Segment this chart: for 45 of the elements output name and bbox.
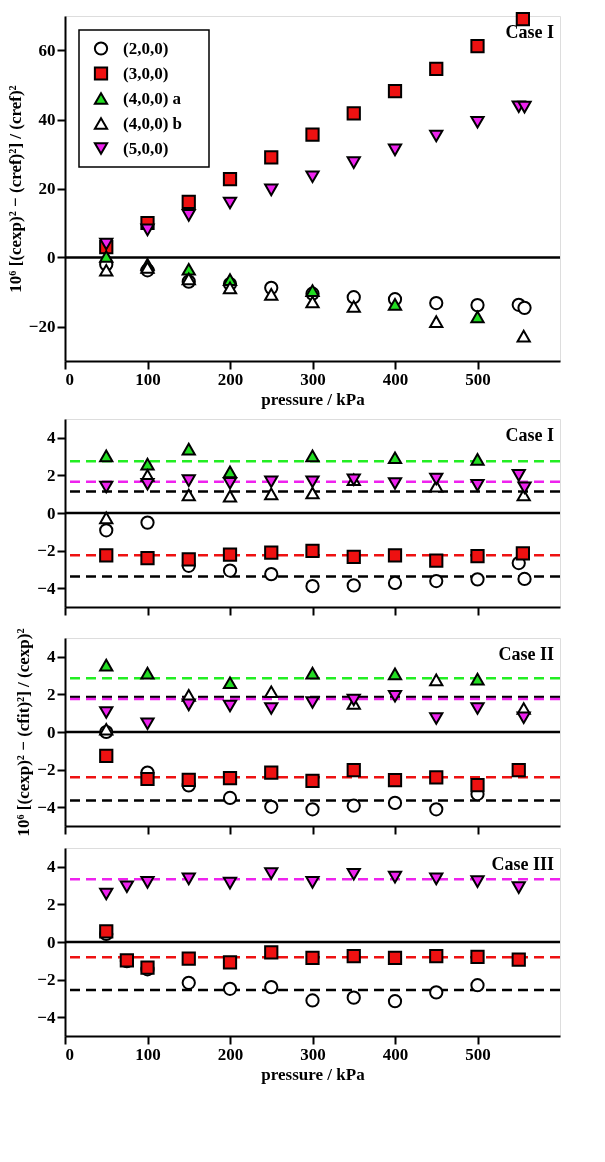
x-tick-label: 0 [65,1044,74,1064]
x-axis-title: pressure / kPa [261,389,366,409]
x-tick-label: 400 [382,369,409,389]
y-axis-title: 10⁶ [(cexp)² − (cref)²] / (cref)² [5,85,25,293]
y-tick-label: 0 [47,248,56,267]
y-tick-label: 0 [47,722,56,742]
legend-label: (5,0,0) [123,138,169,158]
y-tick-label: −4 [37,578,56,598]
legend-label: (4,0,0) b [123,113,183,133]
x-tick-label: 100 [135,369,161,389]
legend-label: (2,0,0) [123,38,169,58]
x-tick-label: 400 [382,1044,409,1064]
y-tick-label: 60 [38,41,56,60]
annotation: Case I [505,425,554,445]
y-tick-label: 4 [47,428,56,448]
x-axis-title: pressure / kPa [261,1064,366,1084]
annotation: Case II [498,644,554,664]
annotation: Case III [491,854,554,874]
x-tick-label: 200 [217,1044,244,1064]
y-tick-label: 4 [47,857,56,877]
y-tick-label: −4 [37,1007,56,1027]
y-tick-label: 0 [47,932,56,952]
y-tick-label: −2 [37,760,56,780]
x-tick-label: 0 [65,369,74,389]
y-tick-label: −20 [28,317,56,336]
legend-label: (4,0,0) a [123,88,182,108]
y-tick-label: −2 [37,541,56,561]
y-tick-label: 4 [47,647,56,667]
y-tick-label: −4 [37,797,56,817]
x-tick-label: 500 [465,1044,491,1064]
x-tick-label: 300 [300,369,326,389]
x-tick-label: 100 [135,1044,161,1064]
y-tick-label: 2 [47,684,56,704]
x-tick-label: 300 [300,1044,326,1064]
y-tick-label: −2 [37,970,56,990]
y-tick-label: 0 [47,503,56,523]
y-tick-label: 20 [38,179,56,198]
y-tick-label: 2 [47,894,56,914]
y-tick-label: 40 [38,110,56,129]
y-tick-label: 2 [47,465,56,485]
x-tick-label: 200 [217,369,244,389]
x-tick-label: 500 [465,369,491,389]
legend-label: (3,0,0) [123,63,169,83]
y-axis-title: 10⁶ [(cexp)² − (cfit)²] / (cexp)² [14,628,34,837]
annotation: Case I [505,22,554,42]
